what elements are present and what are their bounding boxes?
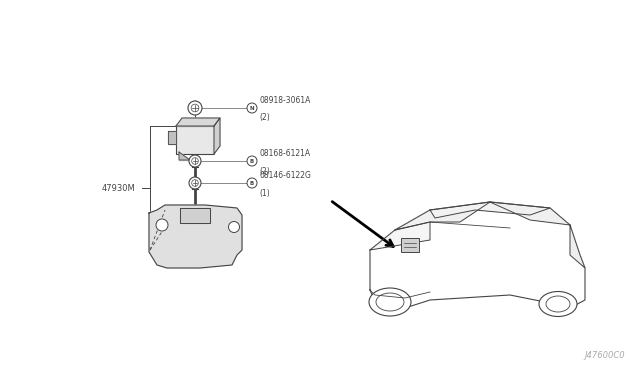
Circle shape [191,104,199,112]
Text: J47600C0: J47600C0 [584,351,625,360]
Circle shape [247,178,257,188]
Polygon shape [570,225,585,268]
Polygon shape [214,118,220,154]
Text: 08146-6122G: 08146-6122G [259,171,311,180]
Bar [401,238,419,252]
Text: 08918-3061A: 08918-3061A [259,96,310,105]
Polygon shape [490,202,570,225]
Circle shape [247,103,257,113]
Text: (2): (2) [259,167,269,176]
Ellipse shape [546,296,570,312]
Text: 08168-6121A: 08168-6121A [259,149,310,158]
Polygon shape [370,202,585,308]
Text: N: N [250,106,254,110]
Circle shape [189,155,201,167]
Circle shape [192,158,198,164]
Circle shape [188,101,202,115]
Circle shape [189,177,201,189]
Polygon shape [168,131,176,144]
Circle shape [192,180,198,186]
Circle shape [156,219,168,231]
Text: 47930M: 47930M [102,183,136,192]
Text: B: B [250,158,254,164]
Polygon shape [180,208,210,223]
Polygon shape [179,152,190,160]
Polygon shape [395,202,490,230]
Circle shape [247,156,257,166]
Bar [176,126,214,154]
Ellipse shape [539,292,577,317]
Polygon shape [149,205,242,268]
Circle shape [228,221,239,232]
Ellipse shape [369,288,411,316]
Text: (1): (1) [259,189,269,198]
Polygon shape [370,222,430,250]
Polygon shape [430,202,550,218]
Text: (2): (2) [259,113,269,122]
Polygon shape [176,118,220,126]
Ellipse shape [376,293,404,311]
Text: B: B [250,180,254,186]
